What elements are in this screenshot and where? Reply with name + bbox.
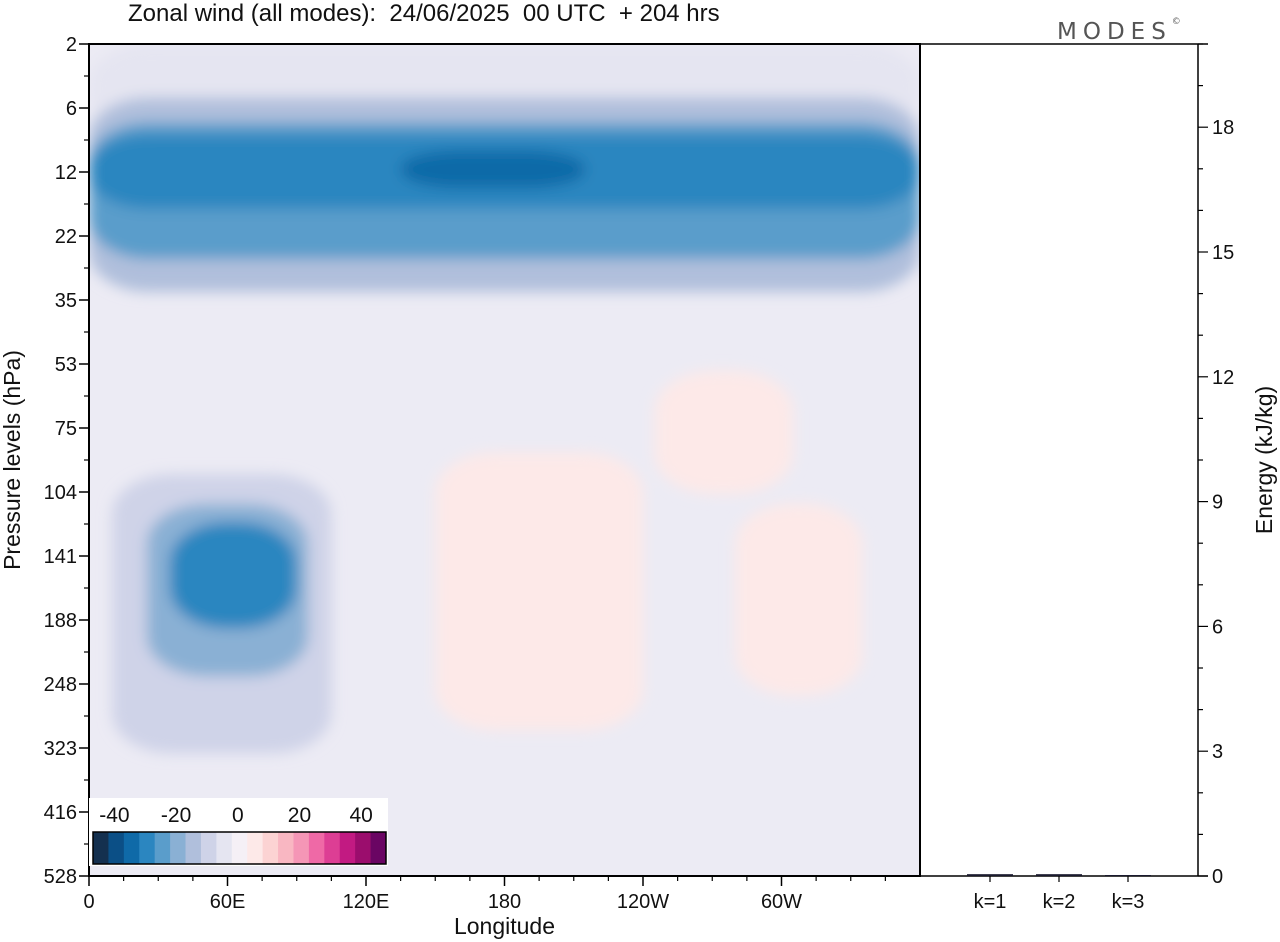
colorbar-swatch <box>308 832 325 864</box>
colorbar-swatch <box>93 832 109 864</box>
y-tick-label: 2 <box>66 34 77 56</box>
colorbar-swatch <box>216 832 233 864</box>
energy-tick-label: 9 <box>1212 492 1223 514</box>
energy-tick-label: 3 <box>1212 741 1223 763</box>
energy-category-label: k=3 <box>1112 891 1145 913</box>
colorbar-tick-label: -40 <box>99 804 129 827</box>
energy-bar <box>1105 875 1151 876</box>
y-tick-label: 53 <box>55 354 77 376</box>
x-tick-label: 60E <box>210 891 246 913</box>
colorbar-swatch <box>370 832 387 864</box>
colorbar-swatch <box>339 832 356 864</box>
contour-fields <box>89 44 920 754</box>
y-tick-label: 12 <box>55 162 77 184</box>
energy-tick-label: 18 <box>1212 117 1234 139</box>
x-tick-label: 0 <box>83 891 94 913</box>
y-tick-label: 248 <box>44 674 77 696</box>
colorbar-swatch <box>231 832 248 864</box>
contour-region-10 <box>654 370 794 495</box>
energy-category-label: k=1 <box>974 891 1007 913</box>
colorbar-swatch <box>123 832 140 864</box>
y-tick-label: 22 <box>55 226 77 248</box>
y-tick-label: 416 <box>44 802 77 824</box>
heatmap-contours <box>89 44 920 754</box>
colorbar-swatch <box>262 832 279 864</box>
y-tick-label: 323 <box>44 738 77 760</box>
energy-axis-label: Energy (kJ/kg) <box>1251 386 1277 534</box>
colorbar-tick-label: 40 <box>349 804 372 827</box>
energy-panel: 0 3 6 9 12 15 18 Energy (kJ/kg) k=1 k=2 k=3 <box>920 43 1277 913</box>
x-tick-label: 120W <box>617 891 669 913</box>
y-tick-label: 188 <box>44 610 77 632</box>
energy-category-label: k=2 <box>1043 891 1076 913</box>
colorbar-swatch <box>170 832 187 864</box>
colorbar-swatch <box>278 832 294 864</box>
energy-bar <box>1036 874 1082 876</box>
y-axis-label: Pressure levels (hPa) <box>0 350 25 570</box>
y-tick-label: 528 <box>44 866 77 888</box>
colorbar-tick-label: 20 <box>288 804 311 827</box>
x-tick-label: 180 <box>488 891 521 913</box>
y-tick-label: 6 <box>66 98 77 120</box>
energy-tick-label: 6 <box>1212 616 1223 638</box>
chart-title: Zonal wind (all modes): 24/06/2025 00 UT… <box>128 0 720 27</box>
colorbar-swatch <box>355 832 372 864</box>
y-tick-label: 35 <box>55 290 77 312</box>
colorbar-swatch <box>293 832 310 864</box>
contour-region-8 <box>435 452 643 731</box>
contour-region-7 <box>169 522 297 629</box>
colorbar-swatch <box>108 832 125 864</box>
colorbar: -40 -20 0 20 40 <box>89 798 388 866</box>
left-panel-axes: 2 6 12 22 35 53 75 104 141 188 248 323 416 528 0 60E 120… <box>0 34 921 939</box>
colorbar-swatch <box>154 832 171 864</box>
y-tick-label: 75 <box>55 418 77 440</box>
colorbar-swatch <box>139 832 156 864</box>
colorbar-swatch <box>247 832 264 864</box>
colorbar-swatch <box>324 832 341 864</box>
colorbar-frame <box>92 831 387 865</box>
y-tick-label: 141 <box>44 546 77 568</box>
contour-region-9 <box>735 503 863 696</box>
colorbar-swatch <box>185 832 202 864</box>
energy-tick-label: 15 <box>1212 242 1234 264</box>
y-tick-label: 104 <box>44 482 77 504</box>
x-axis-label: Longitude <box>454 913 555 939</box>
energy-tick-label: 12 <box>1212 367 1234 389</box>
x-tick-label: 60W <box>761 891 802 913</box>
energy-tick-label: 0 <box>1212 866 1223 888</box>
modes-logo: MODES© <box>1057 17 1181 45</box>
colorbar-swatch <box>200 832 217 864</box>
colorbar-tick-label: 0 <box>232 804 244 827</box>
x-tick-label: 120E <box>343 891 390 913</box>
contour-region-4 <box>400 150 586 189</box>
colorbar-tick-label: -20 <box>161 804 191 827</box>
energy-bar <box>967 874 1013 876</box>
